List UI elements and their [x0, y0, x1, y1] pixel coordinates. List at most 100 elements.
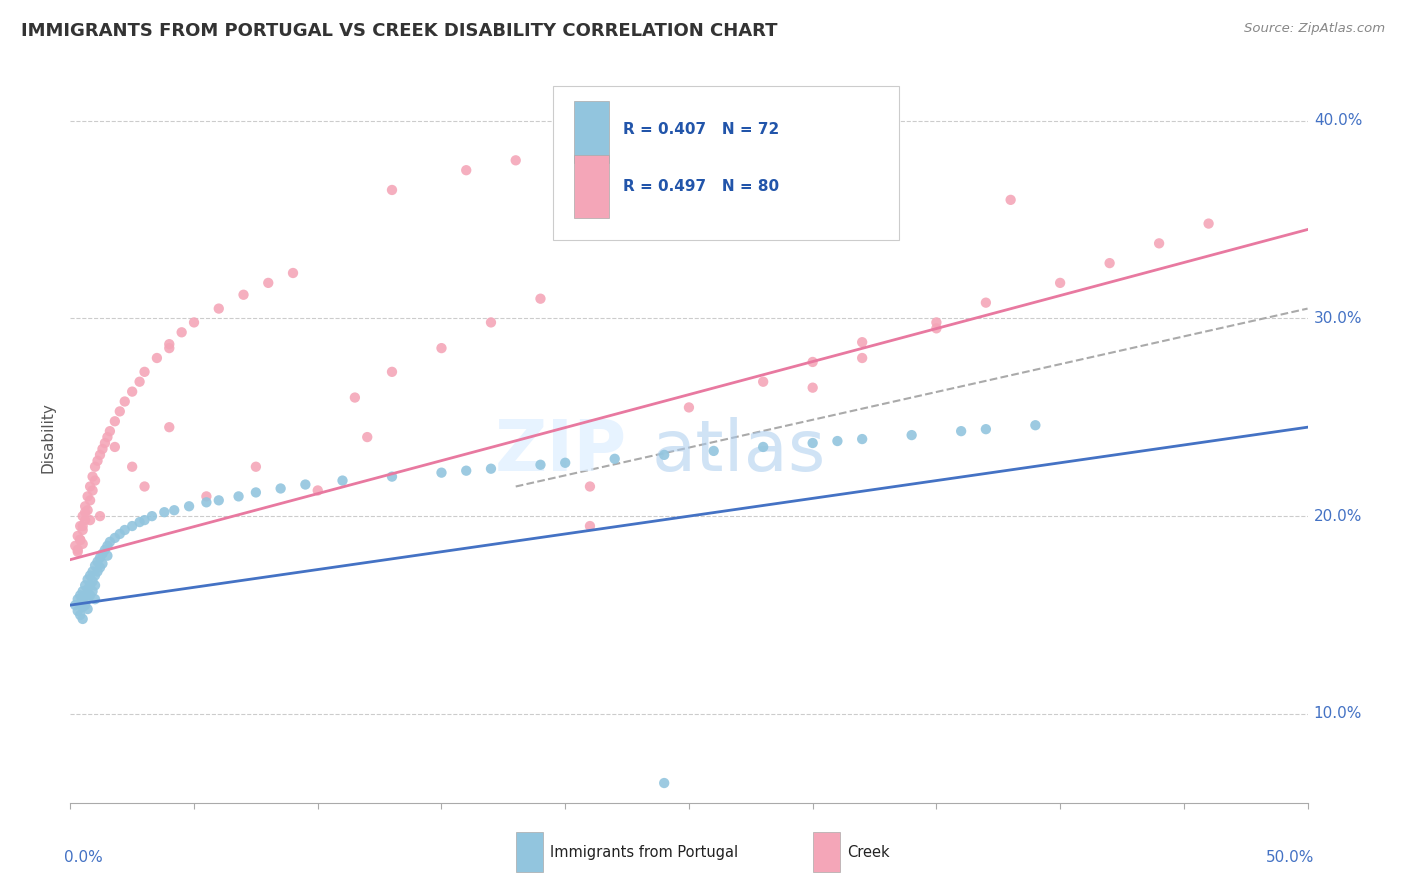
- Point: [827, 193, 849, 207]
- Point: [69, 519, 91, 533]
- Point: [79, 578, 101, 592]
- Point: [1098, 256, 1121, 270]
- Point: [76, 573, 98, 587]
- Point: [281, 266, 304, 280]
- Point: [82, 584, 104, 599]
- Point: [79, 479, 101, 493]
- Point: [195, 489, 218, 503]
- Point: [121, 519, 143, 533]
- Point: [104, 440, 127, 454]
- Text: 50.0%: 50.0%: [1265, 850, 1313, 865]
- Point: [974, 295, 997, 310]
- Point: [72, 523, 94, 537]
- Point: [66, 592, 89, 607]
- Point: [195, 495, 218, 509]
- Point: [89, 550, 111, 565]
- Bar: [813, 832, 839, 872]
- Point: [84, 578, 107, 592]
- Text: Source: ZipAtlas.com: Source: ZipAtlas.com: [1244, 22, 1385, 36]
- Point: [104, 414, 127, 428]
- Point: [72, 592, 94, 607]
- Point: [72, 519, 94, 533]
- Point: [108, 404, 131, 418]
- Point: [245, 485, 267, 500]
- Point: [479, 315, 502, 329]
- Point: [134, 365, 156, 379]
- Point: [801, 381, 824, 395]
- Point: [529, 292, 551, 306]
- Point: [307, 483, 329, 498]
- Point: [430, 341, 453, 355]
- Point: [876, 183, 898, 197]
- Point: [76, 582, 98, 597]
- Point: [84, 592, 107, 607]
- Point: [208, 301, 231, 316]
- Point: [72, 509, 94, 524]
- Point: [257, 276, 280, 290]
- Point: [96, 549, 118, 563]
- Text: 10.0%: 10.0%: [1313, 706, 1362, 722]
- Point: [170, 326, 193, 340]
- Point: [66, 542, 89, 557]
- Point: [69, 533, 91, 547]
- Text: 0.0%: 0.0%: [65, 850, 103, 865]
- Point: [381, 183, 404, 197]
- Point: [121, 384, 143, 399]
- Point: [108, 527, 131, 541]
- Point: [128, 515, 150, 529]
- Point: [294, 477, 316, 491]
- Point: [94, 436, 117, 450]
- Point: [381, 365, 404, 379]
- Point: [479, 461, 502, 475]
- Point: [104, 531, 127, 545]
- Point: [134, 513, 156, 527]
- Text: R = 0.497   N = 80: R = 0.497 N = 80: [623, 178, 779, 194]
- Point: [141, 509, 163, 524]
- Point: [1049, 276, 1071, 290]
- Point: [456, 163, 478, 178]
- Point: [801, 355, 824, 369]
- Point: [94, 542, 117, 557]
- Point: [76, 592, 98, 607]
- Text: Creek: Creek: [848, 845, 890, 860]
- Point: [851, 432, 873, 446]
- Point: [75, 513, 97, 527]
- Point: [89, 560, 111, 574]
- Point: [65, 598, 87, 612]
- Point: [343, 391, 366, 405]
- Point: [801, 436, 824, 450]
- Point: [356, 430, 378, 444]
- Point: [950, 424, 973, 438]
- Point: [69, 607, 91, 622]
- Point: [1147, 236, 1170, 251]
- Point: [430, 466, 453, 480]
- Point: [183, 315, 205, 329]
- Point: [75, 598, 97, 612]
- Point: [84, 568, 107, 582]
- Point: [84, 558, 107, 573]
- FancyBboxPatch shape: [553, 86, 900, 240]
- Text: 30.0%: 30.0%: [1313, 311, 1362, 326]
- Point: [89, 509, 111, 524]
- Point: [208, 493, 231, 508]
- Point: [579, 519, 602, 533]
- Point: [505, 153, 527, 168]
- Point: [82, 469, 104, 483]
- Point: [228, 489, 250, 503]
- Point: [82, 574, 104, 589]
- Point: [91, 557, 114, 571]
- Point: [114, 394, 136, 409]
- Point: [72, 584, 94, 599]
- Point: [752, 196, 775, 211]
- Point: [75, 500, 97, 514]
- Text: IMMIGRANTS FROM PORTUGAL VS CREEK DISABILITY CORRELATION CHART: IMMIGRANTS FROM PORTUGAL VS CREEK DISABI…: [21, 22, 778, 40]
- Point: [456, 464, 478, 478]
- Point: [75, 588, 97, 602]
- Point: [703, 444, 725, 458]
- Point: [86, 565, 108, 579]
- Point: [66, 545, 89, 559]
- Point: [98, 424, 121, 438]
- Point: [66, 529, 89, 543]
- Point: [134, 479, 156, 493]
- Point: [75, 505, 97, 519]
